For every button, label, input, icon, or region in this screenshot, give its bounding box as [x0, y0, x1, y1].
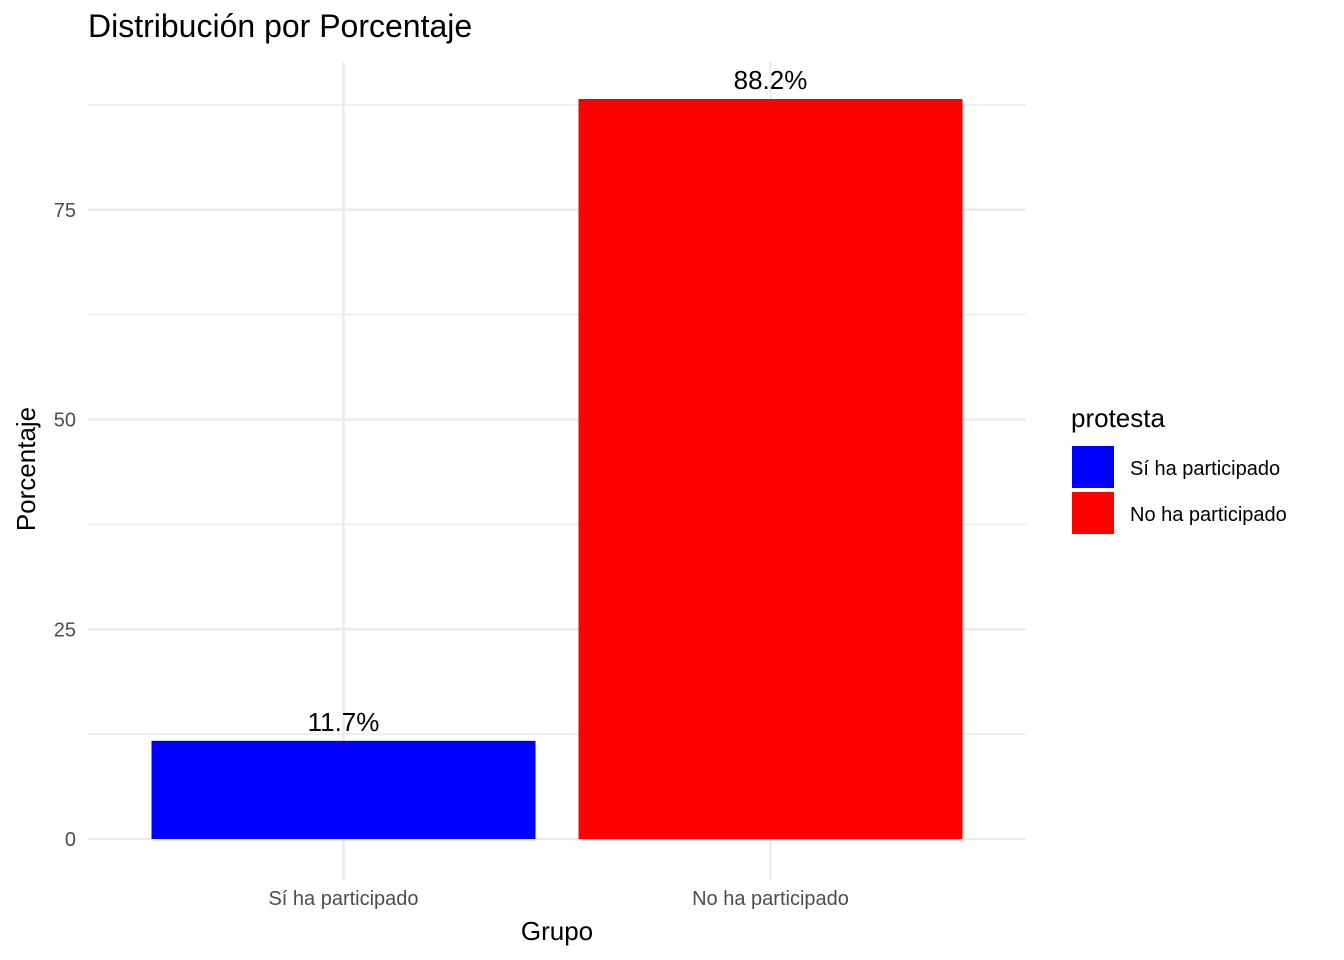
data-label: 88.2% [734, 65, 808, 95]
legend-title: protesta [1071, 403, 1165, 433]
y-tick-label: 75 [54, 200, 76, 222]
y-tick-label: 25 [54, 619, 76, 641]
x-tick-label: No ha participado [692, 888, 849, 910]
y-axis-title: Porcentaje [11, 407, 41, 531]
legend-label: Sí ha participado [1130, 458, 1280, 480]
y-tick-label: 50 [54, 410, 76, 432]
chart-title: Distribución por Porcentaje [88, 8, 473, 44]
x-axis-title: Grupo [521, 916, 593, 946]
y-tick-label: 0 [65, 829, 76, 851]
bar [151, 740, 536, 839]
x-axis-tick-labels: Sí ha participado No ha participado [268, 888, 848, 910]
legend-swatch [1072, 492, 1114, 534]
data-labels: 11.7% 88.2% [308, 65, 808, 737]
legend-swatch [1072, 446, 1114, 488]
bars [151, 99, 963, 839]
legend-label: No ha participado [1130, 504, 1287, 526]
y-axis-tick-labels: 0 25 50 75 [54, 200, 76, 851]
x-tick-label: Sí ha participado [268, 888, 418, 910]
legend: protesta Sí ha participado No ha particip… [1071, 403, 1287, 534]
bar [578, 99, 963, 839]
data-label: 11.7% [308, 707, 380, 737]
